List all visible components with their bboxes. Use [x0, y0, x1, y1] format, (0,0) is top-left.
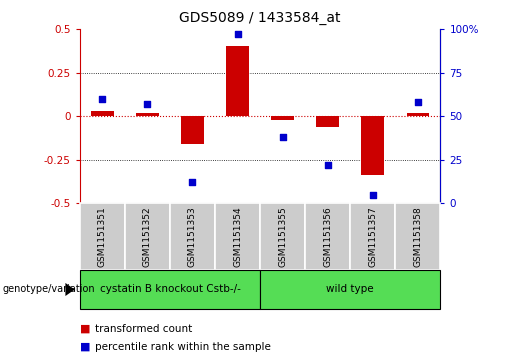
- Text: GSM1151356: GSM1151356: [323, 207, 332, 267]
- Point: [233, 31, 242, 37]
- Point: [188, 179, 197, 185]
- Text: genotype/variation: genotype/variation: [3, 285, 95, 294]
- Bar: [362, 116, 384, 175]
- Bar: [181, 116, 204, 144]
- Polygon shape: [65, 283, 75, 296]
- Bar: [271, 116, 294, 120]
- Bar: [406, 113, 429, 116]
- Bar: [316, 116, 339, 127]
- Point: [98, 96, 107, 102]
- Bar: [91, 111, 114, 116]
- Text: cystatin B knockout Cstb-/-: cystatin B knockout Cstb-/-: [99, 285, 241, 294]
- Text: ■: ■: [80, 323, 90, 334]
- Point: [414, 99, 422, 105]
- Text: GSM1151358: GSM1151358: [414, 207, 422, 267]
- Point: [279, 134, 287, 140]
- Title: GDS5089 / 1433584_at: GDS5089 / 1433584_at: [179, 11, 341, 25]
- Bar: [226, 46, 249, 116]
- Text: GSM1151351: GSM1151351: [98, 207, 107, 267]
- Text: percentile rank within the sample: percentile rank within the sample: [95, 342, 271, 352]
- Text: wild type: wild type: [327, 285, 374, 294]
- Bar: [136, 113, 159, 116]
- Text: GSM1151355: GSM1151355: [278, 207, 287, 267]
- Text: GSM1151353: GSM1151353: [188, 207, 197, 267]
- Text: transformed count: transformed count: [95, 323, 193, 334]
- Point: [143, 101, 151, 107]
- Text: ■: ■: [80, 342, 90, 352]
- Text: GSM1151354: GSM1151354: [233, 207, 242, 267]
- Point: [369, 192, 377, 197]
- Text: GSM1151352: GSM1151352: [143, 207, 152, 267]
- Text: GSM1151357: GSM1151357: [368, 207, 377, 267]
- Point: [323, 162, 332, 168]
